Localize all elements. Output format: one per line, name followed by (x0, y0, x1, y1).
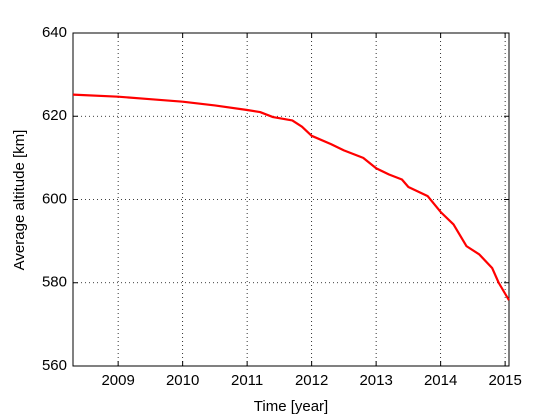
y-tick-label: 620 (42, 107, 67, 124)
x-tick-label: 2013 (359, 372, 392, 389)
x-tick-label: 2014 (424, 372, 457, 389)
x-tick-label: 2010 (166, 372, 199, 389)
x-tick-label: 2009 (101, 372, 134, 389)
x-tick-label: 2012 (295, 372, 328, 389)
data-line (72, 93, 510, 301)
x-tick-label: 2015 (488, 372, 521, 389)
x-axis-label: Time [year] (254, 398, 328, 415)
plot-frame (72, 32, 510, 367)
y-tick-label: 600 (42, 190, 67, 207)
y-axis-label: Average altitude [km] (11, 130, 28, 271)
x-tick-label: 2011 (231, 372, 263, 389)
y-tick-label: 640 (42, 24, 67, 41)
y-tick-label: 560 (42, 357, 67, 374)
y-tick-label: 580 (42, 274, 67, 291)
